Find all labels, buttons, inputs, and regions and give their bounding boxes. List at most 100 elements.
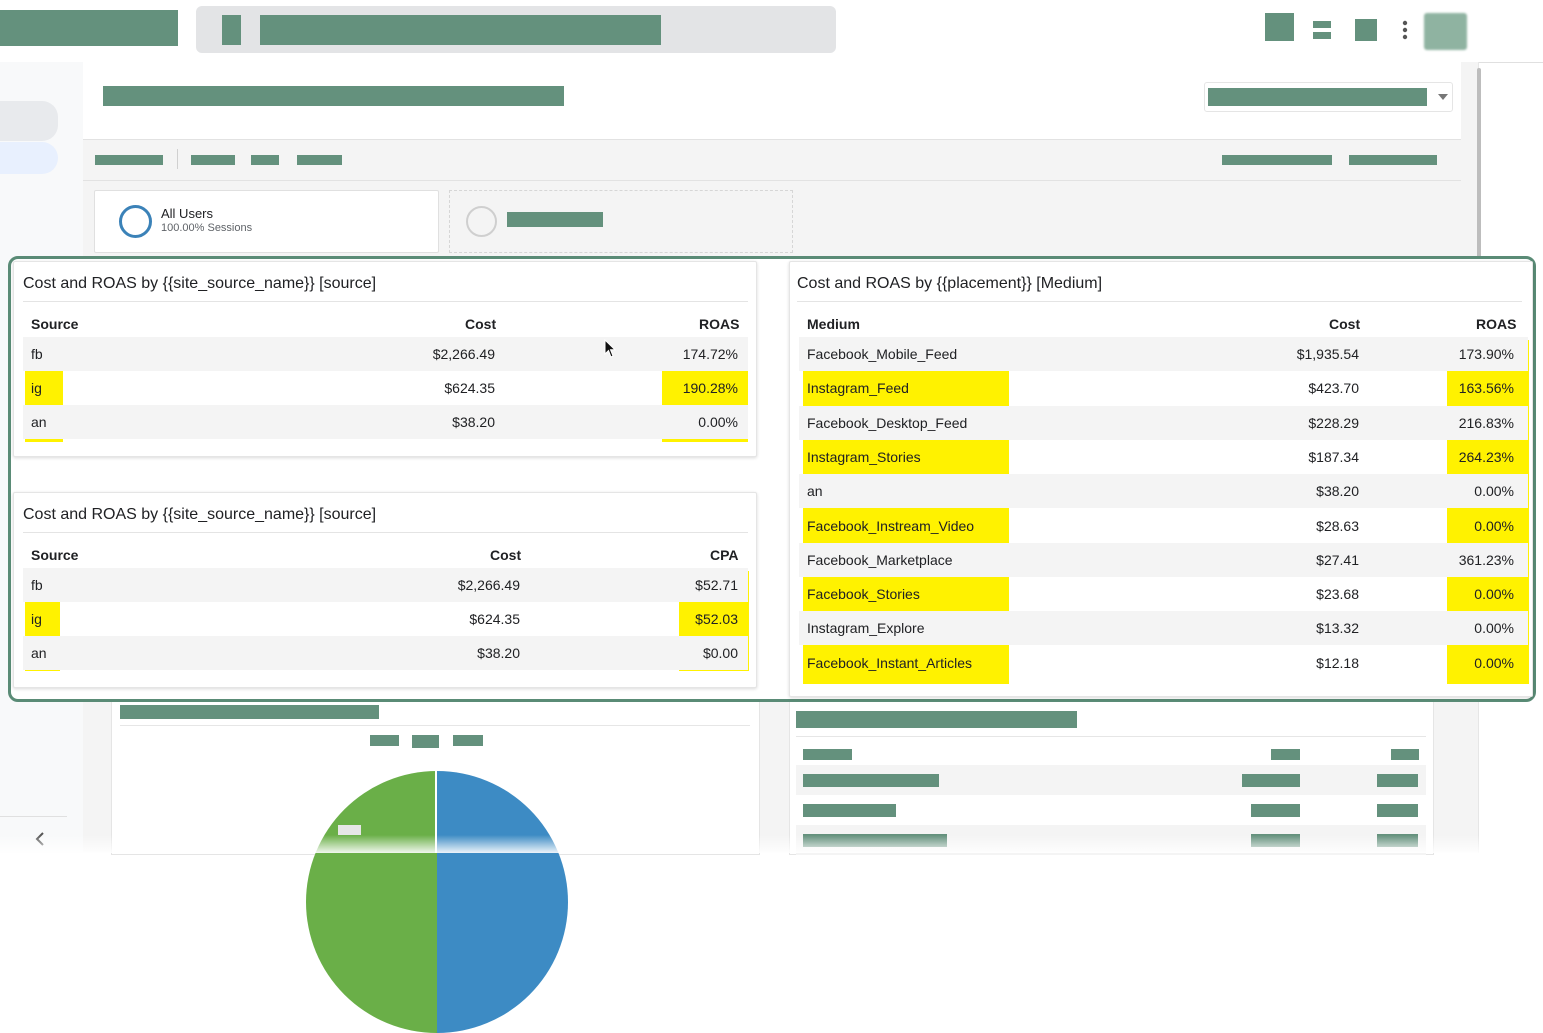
pie-chart	[306, 771, 568, 1033]
medium-cell: Facebook_Stories	[807, 586, 920, 603]
date-range-select[interactable]	[1204, 82, 1453, 112]
legend-item	[453, 735, 483, 746]
roas-cell: 163.56%	[1458, 380, 1514, 397]
source-cell: ig	[31, 611, 42, 627]
toolbar-action[interactable]	[1349, 155, 1437, 165]
roas-cell: 0.00%	[1474, 620, 1514, 637]
table-card-redacted	[789, 700, 1434, 855]
column-header-cost[interactable]: Cost	[490, 547, 522, 563]
mouse-pointer-icon	[604, 338, 618, 359]
add-segment[interactable]	[449, 190, 793, 253]
table-row: Facebook_Mobile_Feed $1,935.54 173.90%	[799, 337, 1528, 371]
pie-label	[338, 825, 361, 835]
column-header-source[interactable]: Source	[31, 547, 79, 563]
table-header	[803, 749, 852, 760]
table-cell	[1377, 774, 1418, 787]
source-roas-card: Cost and ROAS by {{site_source_name}} [s…	[13, 261, 757, 457]
add-segment-label	[507, 212, 603, 227]
search-input[interactable]	[260, 15, 661, 45]
table-row: an $38.20 0.00%	[799, 474, 1528, 509]
medium-cell: Facebook_Instream_Video	[807, 517, 975, 534]
column-header-source[interactable]: Source	[31, 316, 79, 332]
cost-cell: $28.63	[1316, 517, 1359, 534]
medium-cell: Instagram_Feed	[807, 380, 909, 397]
table-row: fb $2,266.49 174.72%	[23, 337, 748, 371]
cost-cell: $1,935.54	[1296, 346, 1359, 362]
table-cell	[1242, 774, 1300, 787]
cost-cell: $38.20	[1316, 483, 1359, 500]
medium-cell: Instagram_Explore	[807, 620, 925, 637]
table-row: ig $624.35 190.28%	[23, 371, 748, 405]
help-icon[interactable]	[1355, 19, 1377, 41]
nav-item-active[interactable]	[0, 142, 58, 174]
roas-cell: 0.00%	[698, 414, 738, 430]
table-row: ig $624.35 $52.03	[23, 602, 748, 636]
pie-slice-divider	[435, 771, 437, 853]
app-logo[interactable]	[0, 10, 178, 46]
medium-cell: Facebook_Marketplace	[807, 551, 953, 568]
table-row: Facebook_Instant_Articles $12.18 0.00%	[799, 646, 1528, 680]
roas-cell: 173.90%	[1458, 346, 1514, 362]
cpa-cell: $0.00	[702, 645, 738, 661]
column-header-roas[interactable]: ROAS	[1476, 316, 1517, 332]
notifications-icon-top[interactable]	[1313, 21, 1331, 28]
cost-cell: $228.29	[1308, 414, 1359, 431]
avatar[interactable]	[1424, 13, 1467, 50]
segment-ring-icon	[119, 205, 152, 238]
more-vert-icon[interactable]	[1399, 18, 1411, 44]
placement-roas-card: Cost and ROAS by {{placement}} [Medium] …	[789, 261, 1533, 697]
card-divider	[23, 301, 748, 302]
table-row: an $38.20 $0.00	[23, 636, 748, 670]
cpa-cell: $52.03	[695, 611, 738, 627]
cost-cell: $2,266.49	[432, 346, 495, 362]
table-card-rule	[796, 736, 1426, 737]
column-header-cost[interactable]: Cost	[1329, 316, 1361, 332]
medium-cell: Facebook_Mobile_Feed	[807, 346, 958, 362]
table-row: Facebook_Desktop_Feed $228.29 216.83%	[799, 405, 1528, 440]
scrollbar[interactable]	[1477, 68, 1481, 258]
chevron-down-icon	[1438, 94, 1448, 100]
column-header-roas[interactable]: ROAS	[699, 316, 740, 332]
table-row: Facebook_Stories $23.68 0.00%	[799, 577, 1528, 611]
date-range-value	[1208, 88, 1427, 106]
source-cpa-card: Cost and ROAS by {{site_source_name}} [s…	[13, 492, 757, 688]
nav-item[interactable]	[0, 101, 58, 141]
search-box[interactable]	[196, 6, 836, 53]
toolbar-divider	[177, 149, 178, 169]
roas-cell: 0.00%	[1474, 517, 1514, 534]
notifications-icon-bottom	[1313, 32, 1331, 39]
table-cell	[803, 774, 939, 787]
source-cell: fb	[31, 346, 43, 362]
cost-cell: $187.34	[1308, 448, 1359, 465]
column-header-cost[interactable]: Cost	[465, 316, 497, 332]
cost-cell: $23.68	[1316, 586, 1359, 603]
roas-cell: 0.00%	[1474, 586, 1514, 603]
bottom-fade	[0, 835, 1543, 853]
toolbar-item[interactable]	[95, 155, 163, 165]
report-toolbar	[83, 139, 1461, 181]
table-row: Instagram_Stories $187.34 264.23%	[799, 440, 1528, 474]
toolbar-item[interactable]	[251, 155, 279, 165]
table-row: Instagram_Feed $423.70 163.56%	[799, 371, 1528, 405]
medium-cell: Facebook_Instant_Articles	[807, 654, 972, 671]
card-divider	[23, 532, 748, 533]
toolbar-action[interactable]	[1222, 155, 1332, 165]
card-title: Cost and ROAS by {{site_source_name}} [s…	[23, 506, 377, 523]
pie-card-rule	[120, 725, 750, 726]
toolbar-item[interactable]	[297, 155, 342, 165]
cost-cell: $423.70	[1308, 380, 1359, 397]
segment-name: All Users	[161, 206, 214, 221]
roas-cell: 264.23%	[1458, 448, 1514, 465]
apps-icon[interactable]	[1265, 13, 1294, 41]
segment-all-users[interactable]: All Users 100.00% Sessions	[94, 190, 439, 253]
cost-cell: $38.20	[477, 645, 520, 661]
legend-item	[370, 735, 399, 746]
column-header-cpa[interactable]: CPA	[710, 547, 739, 563]
cost-cell: $38.20	[452, 414, 495, 430]
cost-cell: $27.41	[1316, 551, 1359, 568]
medium-cell: Instagram_Stories	[807, 448, 921, 465]
toolbar-item[interactable]	[191, 155, 235, 165]
roas-cell: 0.00%	[1474, 483, 1514, 500]
card-title: Cost and ROAS by {{site_source_name}} [s…	[23, 275, 377, 292]
column-header-medium[interactable]: Medium	[807, 316, 860, 332]
